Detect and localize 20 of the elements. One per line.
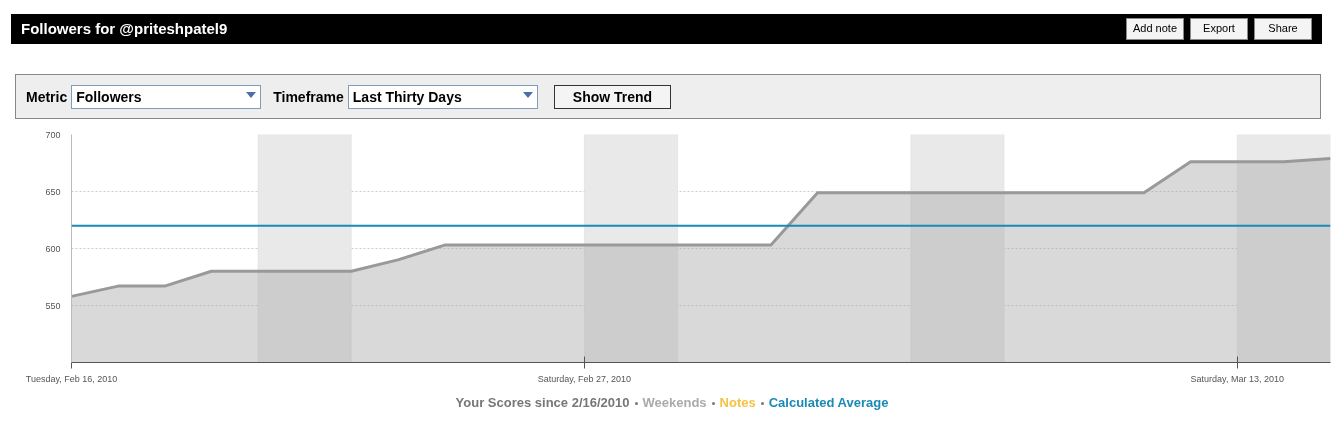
- text: Add note: [1126, 18, 1184, 40]
- text: Timeframe: [273, 87, 344, 107]
- text: Weekends: [642, 395, 707, 410]
- text: Notes: [719, 395, 756, 410]
- y-tick-label: 550: [45, 300, 61, 311]
- text: Share: [1254, 18, 1312, 40]
- chart-title: Followers for @priteshpatel9: [21, 19, 228, 40]
- y-tick-label: 650: [45, 186, 61, 197]
- x-tick-label: Saturday, Feb 27, 2010: [537, 373, 632, 384]
- text: Followers: [71, 84, 262, 109]
- x-tick-label: Tuesday, Feb 16, 2010: [25, 373, 118, 384]
- text: Export: [1190, 18, 1248, 40]
- y-tick-label: 600: [45, 243, 61, 254]
- y-tick-label: 700: [45, 129, 61, 140]
- text: Show Trend: [553, 84, 672, 109]
- text: Your Scores since 2/16/2010: [455, 395, 630, 410]
- text: Last Thirty Days: [347, 84, 538, 109]
- text: Metric: [26, 87, 68, 107]
- x-tick-label: Saturday, Mar 13, 2010: [1190, 373, 1284, 384]
- ref-line-label: Calculated Average: [768, 395, 889, 410]
